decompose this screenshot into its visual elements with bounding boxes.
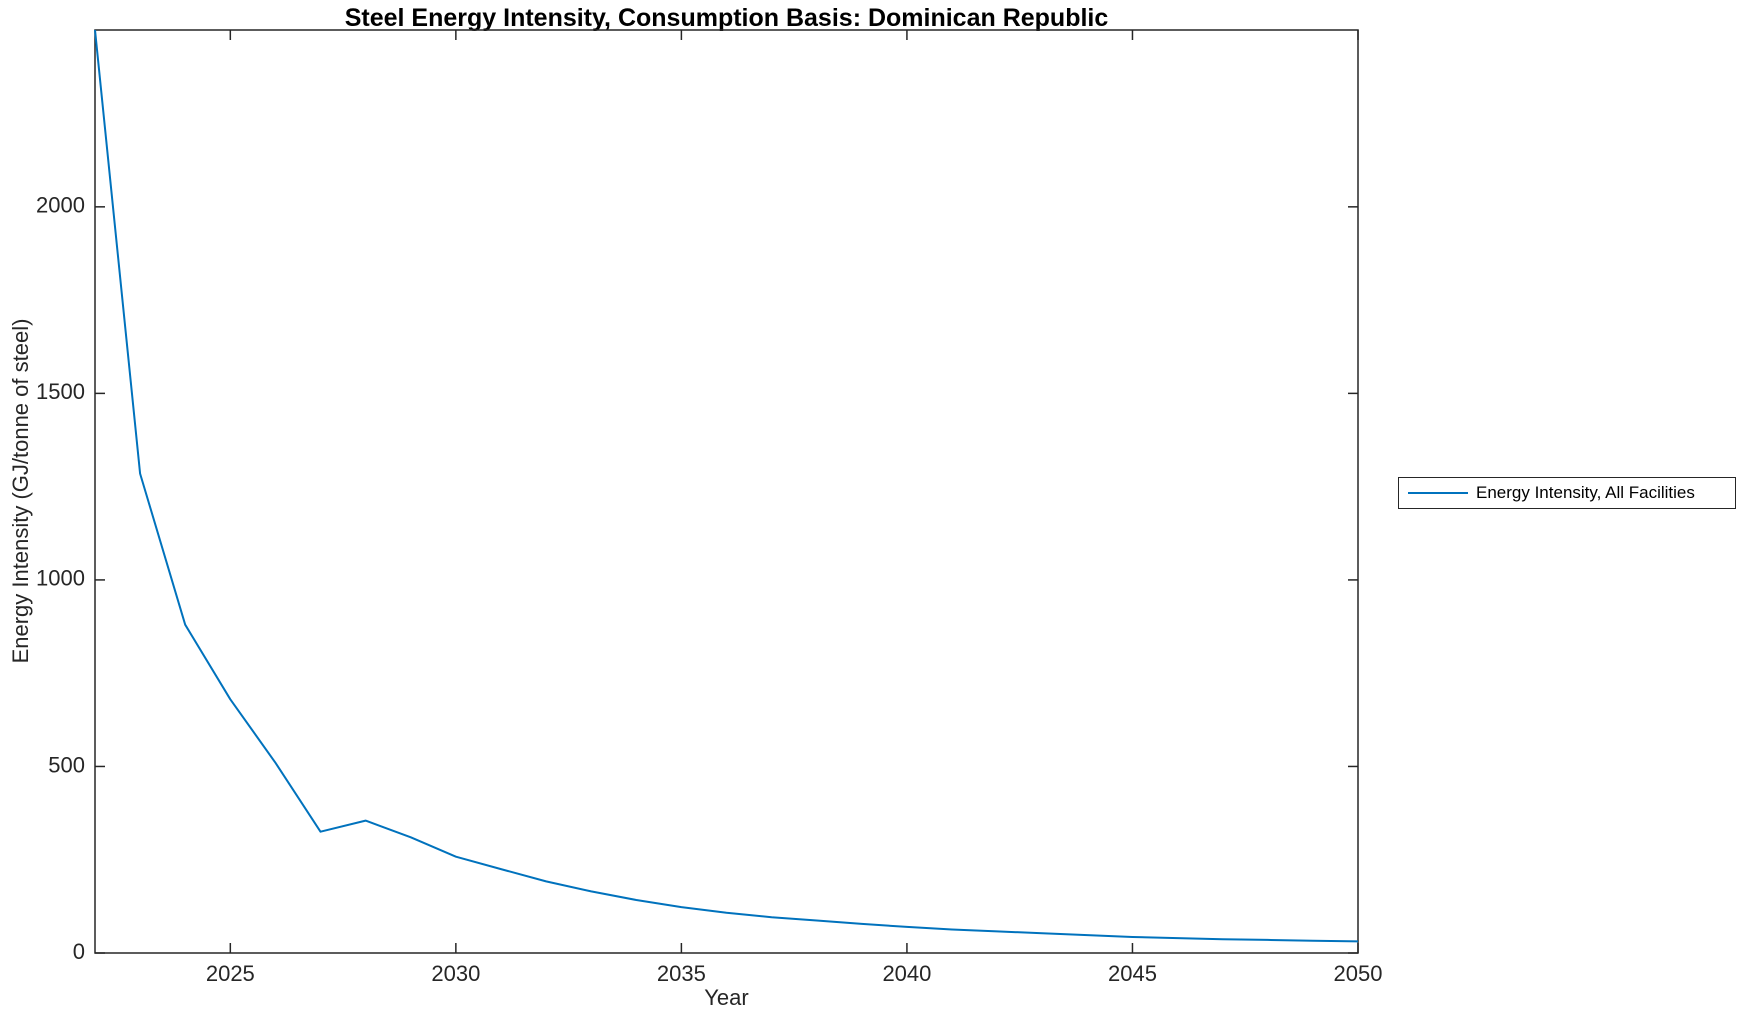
legend: Energy Intensity, All Facilities [1398,477,1736,509]
x-tick-label: 2050 [1334,961,1383,986]
x-tick-label: 2025 [206,961,255,986]
y-tick-label: 0 [73,939,85,964]
y-tick-label: 1000 [36,566,85,591]
data-line [94,29,1359,943]
axes-box [94,29,1359,954]
chart-title: Steel Energy Intensity, Consumption Basi… [344,4,1109,32]
y-tick-label: 500 [48,752,85,777]
x-tick-label: 2040 [882,961,931,986]
x-axis-label: Year [704,985,749,1010]
x-tick-label: 2035 [657,961,706,986]
x-tick-label: 2030 [431,961,480,986]
y-tick-label: 1500 [36,379,85,404]
legend-line-sample-icon [1408,492,1468,494]
y-tick-label: 2000 [36,193,85,218]
x-tick-label: 2045 [1108,961,1157,986]
y-axis-label: Energy Intensity (GJ/tonne of steel) [8,318,33,664]
legend-entry-label: Energy Intensity, All Facilities [1476,483,1695,502]
